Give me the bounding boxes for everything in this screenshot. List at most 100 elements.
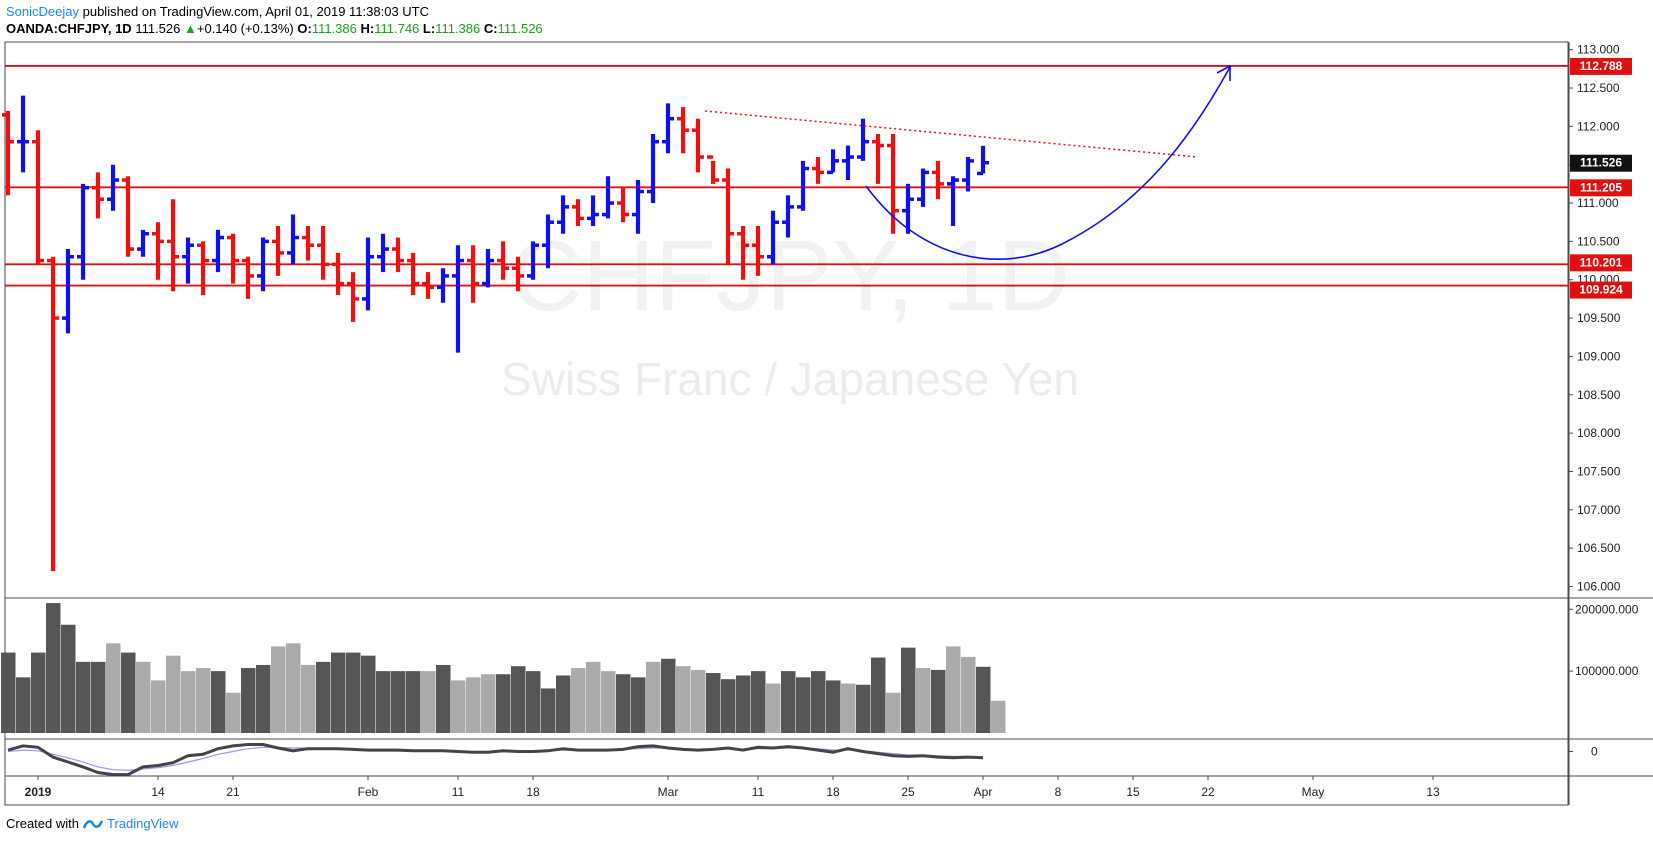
ohlc-bar bbox=[17, 95, 29, 173]
ohlc-bar bbox=[917, 168, 929, 207]
low-value: 111.386 bbox=[435, 21, 481, 36]
volume-bar bbox=[271, 646, 286, 733]
volume-bar bbox=[796, 677, 811, 733]
volume-bar bbox=[826, 680, 841, 733]
footer: Created with TradingView bbox=[6, 816, 179, 831]
tradingview-link[interactable]: TradingView bbox=[106, 816, 179, 831]
ohlc-bar bbox=[287, 214, 299, 265]
volume-bar bbox=[76, 661, 91, 733]
time-tick-label: 14 bbox=[151, 785, 165, 799]
ohlc-bar bbox=[32, 130, 44, 265]
volume-bar bbox=[211, 671, 226, 733]
ohlc-bar bbox=[797, 160, 809, 211]
volume-bar bbox=[721, 679, 736, 733]
volume-bar bbox=[151, 680, 166, 733]
volume-bar bbox=[286, 643, 301, 733]
price-tick-label: 109.500 bbox=[1577, 311, 1621, 325]
volume-bar bbox=[901, 647, 916, 733]
ohlc-bar bbox=[572, 199, 584, 227]
projection-curve[interactable] bbox=[865, 66, 1231, 260]
price-tick-label: 112.000 bbox=[1577, 119, 1620, 133]
ohlc-bar bbox=[947, 176, 959, 227]
volume-bar bbox=[316, 661, 331, 733]
ohlc-bar bbox=[2, 111, 14, 196]
ohlc-bar bbox=[812, 157, 824, 184]
level-price-badge bbox=[1570, 254, 1632, 272]
price-tick-label: 106.000 bbox=[1577, 579, 1621, 593]
publish-info: SonicDeejay published on TradingView.com… bbox=[6, 4, 429, 19]
ohlc-bar bbox=[662, 103, 674, 154]
price-tick-label: 107.500 bbox=[1577, 464, 1621, 478]
ohlc-bar bbox=[977, 145, 989, 176]
volume-bar bbox=[586, 661, 601, 733]
time-tick-label: Feb bbox=[358, 785, 379, 799]
volume-bar bbox=[181, 671, 196, 733]
volume-bar bbox=[676, 666, 691, 733]
ohlc-bar bbox=[107, 164, 119, 211]
symbol-name: OANDA:CHFJPY, 1D bbox=[6, 21, 132, 36]
volume-tick-label: 100000.000 bbox=[1575, 664, 1639, 678]
ohlc-bar bbox=[227, 233, 239, 284]
volume-bar bbox=[871, 657, 886, 733]
level-price-label: 109.924 bbox=[1579, 283, 1623, 297]
time-tick-label: 25 bbox=[901, 785, 915, 799]
volume-bar bbox=[691, 669, 706, 733]
created-with-text: Created with bbox=[6, 816, 79, 831]
time-tick-label: 18 bbox=[526, 785, 540, 799]
price-change: +0.140 (+0.13%) bbox=[196, 21, 294, 36]
price-tick-label: 112.500 bbox=[1577, 81, 1620, 95]
ohlc-bar bbox=[497, 241, 509, 280]
level-price-badge bbox=[1570, 281, 1632, 299]
watermark-name: Swiss Franc / Japanese Yen bbox=[501, 353, 1079, 405]
volume-bar bbox=[451, 680, 466, 733]
ohlc-bar bbox=[512, 256, 524, 292]
time-tick-label: 21 bbox=[226, 785, 240, 799]
ohlc-bar bbox=[932, 160, 944, 200]
price-tick-label: 108.500 bbox=[1577, 388, 1621, 402]
volume-bar bbox=[31, 652, 46, 733]
level-price-badge bbox=[1570, 57, 1632, 75]
volume-bar bbox=[91, 661, 106, 733]
time-tick-label: 11 bbox=[452, 785, 465, 799]
volume-bar bbox=[241, 668, 256, 733]
ohlc-bar bbox=[167, 199, 179, 292]
ohlc-bar bbox=[47, 256, 59, 572]
ohlc-bar bbox=[377, 233, 389, 273]
volume-bar bbox=[556, 675, 571, 733]
volume-bar bbox=[976, 666, 991, 733]
author-link[interactable]: SonicDeejay bbox=[6, 4, 79, 19]
price-tick-label: 111.000 bbox=[1577, 196, 1619, 210]
volume-bar bbox=[406, 671, 421, 733]
low-label: L: bbox=[422, 21, 436, 36]
price-tick-label: 113.000 bbox=[1577, 43, 1620, 57]
tradingview-logo-icon bbox=[82, 819, 103, 828]
ohlc-bar bbox=[737, 226, 749, 280]
ohlc-bar bbox=[857, 118, 869, 161]
ohlc-bar bbox=[332, 252, 344, 296]
volume-bar bbox=[751, 671, 766, 733]
volume-bar bbox=[856, 684, 871, 733]
volume-bar bbox=[991, 700, 1006, 733]
ohlc-bar bbox=[482, 249, 494, 288]
horizontal-levels bbox=[5, 65, 1569, 287]
price-tick-label: 110.500 bbox=[1577, 234, 1620, 248]
volume-bar bbox=[376, 671, 391, 733]
volume-bar bbox=[301, 664, 316, 733]
volume-bar bbox=[541, 688, 556, 733]
level-price-label: 112.788 bbox=[1580, 59, 1623, 73]
volume-bar bbox=[631, 677, 646, 733]
ohlc-bar bbox=[827, 149, 839, 175]
ohlc-bar bbox=[872, 134, 884, 184]
resistance-trendline[interactable] bbox=[704, 110, 1198, 158]
time-axis[interactable]: 2019 14 21 Feb 11 18 Mar 11 18 25 Apr 8 15 22 May 13 bbox=[25, 776, 1440, 799]
price-tick-label: 107.000 bbox=[1577, 503, 1621, 517]
volume-tick-label: 200000.000 bbox=[1575, 602, 1639, 616]
watermark-symbol: CHFJPY, 1D bbox=[510, 220, 1069, 332]
ohlc-bar bbox=[842, 145, 854, 181]
ohlc-bar bbox=[422, 272, 434, 299]
ohlc-bar bbox=[707, 155, 719, 184]
price-axis[interactable]: 113.000112.500112.000111.500111.000110.5… bbox=[1569, 43, 1639, 759]
publish-text: published on TradingView.com, April 01, … bbox=[79, 4, 430, 19]
ohlc-bar bbox=[62, 249, 74, 334]
